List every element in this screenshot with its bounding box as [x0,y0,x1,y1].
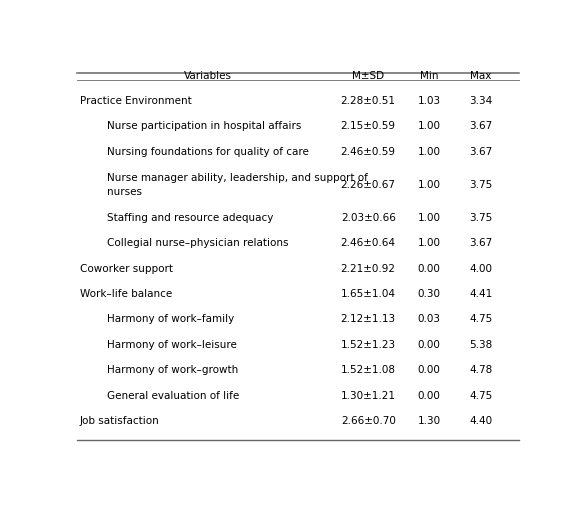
Text: 3.67: 3.67 [469,238,492,248]
Text: 4.00: 4.00 [470,264,492,274]
Text: 1.52±1.23: 1.52±1.23 [340,340,396,350]
Text: 0.00: 0.00 [418,390,441,401]
Text: 3.67: 3.67 [469,121,492,131]
Text: 0.00: 0.00 [418,264,441,274]
Text: 3.67: 3.67 [469,147,492,157]
Text: Practice Environment: Practice Environment [80,96,191,106]
Text: 1.00: 1.00 [417,213,441,223]
Text: Variables: Variables [184,71,232,82]
Text: 4.41: 4.41 [469,289,492,299]
Text: 0.30: 0.30 [417,289,441,299]
Text: 2.26±0.67: 2.26±0.67 [340,179,396,190]
Text: 2.21±0.92: 2.21±0.92 [340,264,396,274]
Text: Staffing and resource adequacy: Staffing and resource adequacy [107,213,273,223]
Text: 4.40: 4.40 [470,416,492,426]
Text: 1.00: 1.00 [417,147,441,157]
Text: 2.03±0.66: 2.03±0.66 [340,213,396,223]
Text: Max: Max [470,71,492,82]
Text: Job satisfaction: Job satisfaction [80,416,159,426]
Text: 1.65±1.04: 1.65±1.04 [340,289,396,299]
Text: 3.34: 3.34 [469,96,492,106]
Text: Harmony of work–leisure: Harmony of work–leisure [107,340,236,350]
Text: 3.75: 3.75 [469,213,492,223]
Text: 1.00: 1.00 [417,238,441,248]
Text: 5.38: 5.38 [469,340,492,350]
Text: General evaluation of life: General evaluation of life [107,390,239,401]
Text: 1.52±1.08: 1.52±1.08 [340,365,396,375]
Text: Min: Min [420,71,438,82]
Text: 2.12±1.13: 2.12±1.13 [340,314,396,324]
Text: 2.46±0.59: 2.46±0.59 [340,147,396,157]
Text: M±SD: M±SD [352,71,384,82]
Text: 2.28±0.51: 2.28±0.51 [340,96,396,106]
Text: 2.66±0.70: 2.66±0.70 [340,416,396,426]
Text: Collegial nurse–physician relations: Collegial nurse–physician relations [107,238,288,248]
Text: Work–life balance: Work–life balance [80,289,172,299]
Text: 1.00: 1.00 [417,121,441,131]
Text: 3.75: 3.75 [469,179,492,190]
Text: 2.46±0.64: 2.46±0.64 [340,238,396,248]
Text: Harmony of work–growth: Harmony of work–growth [107,365,238,375]
Text: 1.30: 1.30 [417,416,441,426]
Text: Nurse participation in hospital affairs: Nurse participation in hospital affairs [107,121,301,131]
Text: 0.00: 0.00 [418,365,441,375]
Text: 2.15±0.59: 2.15±0.59 [340,121,396,131]
Text: 1.00: 1.00 [417,179,441,190]
Text: 4.75: 4.75 [469,314,492,324]
Text: 1.30±1.21: 1.30±1.21 [340,390,396,401]
Text: 0.00: 0.00 [418,340,441,350]
Text: nurses: nurses [107,187,141,197]
Text: 0.03: 0.03 [417,314,441,324]
Text: Coworker support: Coworker support [80,264,172,274]
Text: 4.78: 4.78 [469,365,492,375]
Text: Nurse manager ability, leadership, and support of: Nurse manager ability, leadership, and s… [107,173,367,183]
Text: Nursing foundations for quality of care: Nursing foundations for quality of care [107,147,308,157]
Text: 4.75: 4.75 [469,390,492,401]
Text: 1.03: 1.03 [417,96,441,106]
Text: Harmony of work–family: Harmony of work–family [107,314,234,324]
